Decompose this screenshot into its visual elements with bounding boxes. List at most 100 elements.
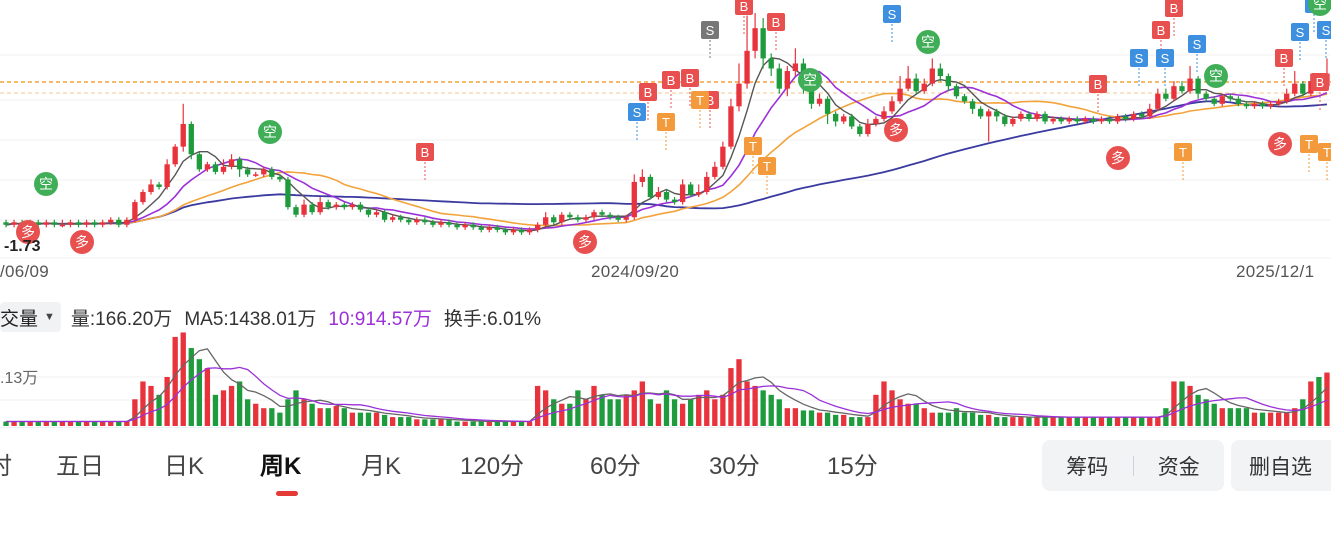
buy-marker-text: B: [686, 71, 695, 86]
chips-button[interactable]: 筹码: [1066, 455, 1109, 479]
buy-marker: [662, 71, 680, 89]
candle-body: [599, 212, 605, 215]
sell-marker-text: S: [1296, 25, 1305, 40]
candle-body: [1243, 103, 1250, 107]
tab-weekly-k[interactable]: 周K: [260, 453, 302, 480]
funds-button[interactable]: 资金: [1157, 455, 1200, 479]
candle-body: [736, 83, 742, 107]
candle-body: [59, 224, 66, 227]
candle-body: [905, 78, 911, 89]
tab-60min[interactable]: 60分: [590, 453, 641, 480]
volume-bar: [100, 421, 106, 426]
candle-body: [655, 192, 662, 198]
short-marker-text: 空: [1313, 0, 1327, 13]
candle-body: [462, 224, 468, 228]
volume-bar: [937, 412, 944, 426]
candle-body: [164, 164, 170, 187]
chips-funds-group: 筹码 资金: [1042, 440, 1224, 491]
candle-body: [140, 192, 146, 203]
volume-bar: [728, 368, 734, 426]
volume-bar: [148, 385, 154, 426]
long-marker-text: 多: [578, 234, 592, 251]
volume-bar: [1316, 377, 1322, 426]
volume-bar: [164, 377, 170, 426]
candle-body: [1219, 96, 1225, 104]
candle-body: [269, 169, 275, 177]
candle-body: [1235, 98, 1242, 104]
buy-marker: [1165, 0, 1183, 17]
candle-body: [865, 123, 871, 135]
candle-body: [188, 123, 194, 155]
candle-body: [897, 88, 903, 102]
candle-body: [631, 181, 637, 218]
candle-body: [172, 146, 178, 165]
long-marker: [1268, 132, 1292, 156]
buy-marker: [639, 83, 657, 101]
candle-body: [671, 199, 678, 203]
volume-bar: [1171, 381, 1177, 426]
candle-body: [317, 202, 323, 213]
short-marker-text: 空: [921, 35, 935, 51]
stock-chart[interactable]: BBBBBBBBBBBBSSSSSSSSSTTTTTTT空空空空空空多多多多多多: [0, 0, 1331, 430]
candle-body: [1259, 103, 1266, 107]
tab-120min[interactable]: 120分: [460, 453, 525, 480]
volume-bar: [309, 403, 315, 426]
buy-marker-text: B: [772, 15, 781, 30]
button-separator: [1132, 455, 1134, 476]
short-marker-text: 空: [1209, 69, 1223, 85]
candle-body: [647, 176, 654, 198]
buy-marker-text: B: [1094, 77, 1103, 92]
volume-bar: [841, 414, 847, 426]
candle-body: [526, 229, 533, 233]
sell-marker-text: S: [1193, 37, 1202, 52]
candle-body: [156, 184, 162, 187]
buy-marker-text: B: [1170, 1, 1179, 16]
tab-30min[interactable]: 30分: [709, 453, 760, 480]
volume-bar: [534, 385, 541, 426]
candle-body: [623, 217, 629, 220]
candle-body: [124, 219, 130, 225]
tab-intraday[interactable]: 时: [0, 446, 12, 481]
volume-axis-label: .13万: [0, 370, 39, 387]
volume-bar: [1147, 417, 1153, 426]
volume-bar: [1042, 417, 1048, 426]
divider: [0, 427, 1331, 428]
candle-body: [1155, 93, 1161, 109]
x-axis-label-2: 2024/09/20: [591, 262, 680, 281]
buy-marker-text: B: [1280, 51, 1289, 66]
candle-body: [615, 217, 621, 220]
t-marker: [758, 157, 776, 175]
volume-bar: [414, 419, 420, 426]
volume-bar: [1026, 417, 1032, 426]
volume-bar: [1114, 417, 1121, 426]
buy-marker: [1311, 73, 1329, 91]
volume-bar: [1203, 399, 1209, 426]
volume-bar: [913, 403, 919, 426]
tab-15min[interactable]: 15分: [827, 453, 878, 480]
candle-body: [776, 68, 782, 89]
buy-marker-text: B: [706, 93, 715, 108]
volume-bar: [19, 421, 25, 426]
volume-value: 量:166.20万: [70, 308, 173, 330]
candle-body: [83, 222, 90, 225]
candle-body: [148, 184, 154, 193]
volume-bar: [446, 419, 452, 426]
candle-body: [543, 217, 549, 225]
candle-body: [696, 192, 702, 195]
long-marker-text: 多: [1111, 150, 1125, 167]
remove-watchlist-button[interactable]: 删自选: [1231, 440, 1331, 491]
volume-bar: [381, 414, 388, 426]
tab-five-day[interactable]: 五日: [56, 453, 104, 480]
candle-body: [969, 101, 976, 109]
volume-bar: [760, 390, 766, 426]
candle-body: [180, 123, 186, 147]
tab-monthly-k[interactable]: 月K: [361, 453, 402, 480]
candle-body: [277, 176, 283, 180]
t-marker: [1318, 143, 1331, 161]
volume-indicator-select[interactable]: 交量 ▼: [0, 302, 61, 332]
candle-body: [639, 176, 645, 182]
volume-bar: [671, 399, 678, 426]
tab-daily-k[interactable]: 日K: [164, 453, 205, 480]
volume-bar: [1050, 417, 1056, 426]
short-marker-text: 空: [803, 73, 817, 89]
